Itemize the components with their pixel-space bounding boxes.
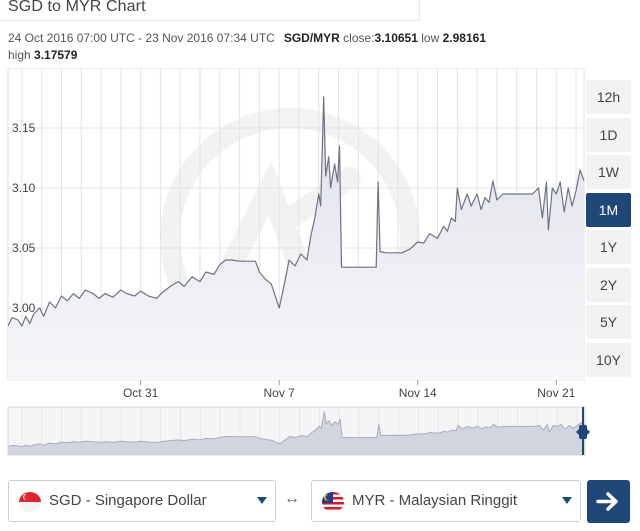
low-label: low	[421, 31, 440, 45]
y-tick-label: 3.05	[12, 241, 36, 255]
to-currency-select[interactable]: MYR - Malaysian Ringgit	[311, 480, 581, 522]
navigator-line	[7, 411, 586, 448]
high-value: 3.17579	[34, 48, 78, 62]
singapore-flag-icon	[19, 492, 41, 512]
chart-title: SGD to MYR Chart	[8, 0, 146, 15]
navigator-handle-arrows	[576, 429, 590, 435]
malaysia-flag-icon	[322, 492, 344, 512]
y-tick-label: 3.00	[12, 301, 36, 315]
x-tick-label: Oct 31	[123, 386, 159, 400]
navigator-chart[interactable]	[0, 405, 640, 457]
arrow-right-icon	[596, 492, 618, 511]
x-tick-label: Nov 21	[537, 386, 575, 400]
range-selector: 12h 1D 1W 1M 1Y 2Y 5Y 10Y	[586, 80, 631, 380]
series-line	[7, 96, 585, 327]
range-button-10y[interactable]: 10Y	[586, 342, 631, 377]
date-range-text: 24 Oct 2016 07:00 UTC - 23 Nov 2016 07:3…	[8, 31, 275, 45]
chart-summary: 24 Oct 2016 07:00 UTC - 23 Nov 2016 07:3…	[8, 30, 608, 64]
range-button-1m[interactable]: 1M	[586, 192, 631, 227]
from-currency-label: SGD - Singapore Dollar	[49, 492, 207, 509]
close-value: 3.10651	[374, 31, 418, 45]
x-tick-label: Nov 14	[399, 386, 437, 400]
header-divider	[419, 0, 420, 20]
low-value: 2.98161	[442, 31, 487, 45]
range-button-5y[interactable]: 5Y	[586, 305, 631, 339]
y-tick-label: 3.15	[12, 121, 36, 135]
navigator-handle[interactable]	[579, 425, 587, 439]
range-button-1w[interactable]: 1W	[586, 155, 631, 189]
navigator-area	[8, 411, 585, 455]
range-button-2y[interactable]: 2Y	[586, 267, 631, 302]
range-button-1y[interactable]: 1Y	[586, 230, 631, 264]
title-divider	[0, 20, 420, 21]
y-tick-label: 3.10	[12, 181, 36, 195]
currency-pair-symbol: SGD/MYR	[283, 31, 340, 45]
chevron-down-icon	[562, 497, 572, 504]
high-label: high	[8, 48, 31, 62]
range-button-1d[interactable]: 1D	[586, 117, 631, 152]
close-label: close:	[343, 31, 375, 45]
chevron-down-icon	[257, 497, 267, 504]
range-button-12h[interactable]: 12h	[586, 80, 631, 114]
series-area	[8, 96, 584, 381]
convert-button[interactable]	[587, 480, 630, 523]
x-tick-label: Nov 7	[263, 386, 295, 400]
swap-icon[interactable]: ↔	[284, 490, 300, 507]
to-currency-label: MYR - Malaysian Ringgit	[352, 492, 518, 509]
from-currency-select[interactable]: SGD - Singapore Dollar	[8, 480, 276, 522]
